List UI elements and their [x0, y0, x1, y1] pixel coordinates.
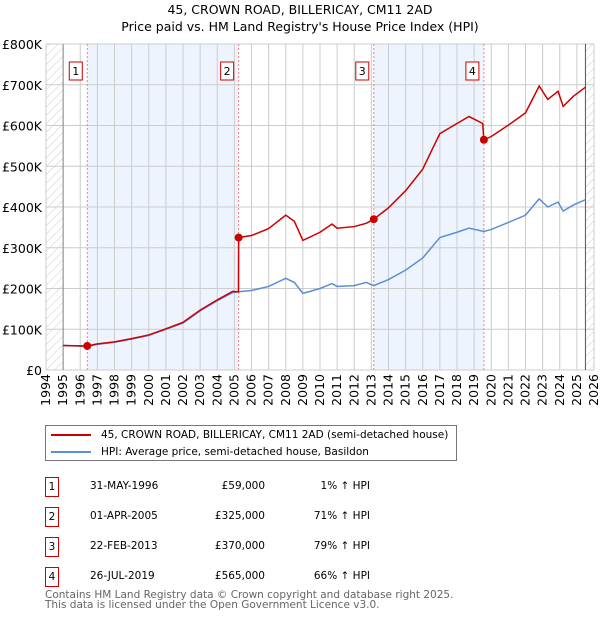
- y-tick-label: £500K: [2, 159, 43, 174]
- x-tick-label: 2013: [363, 374, 378, 406]
- sale-marker-number: 4: [45, 567, 59, 587]
- x-tick-label: 2002: [175, 374, 190, 406]
- property-price-line: [63, 84, 586, 347]
- x-tick-label: 1994: [38, 374, 53, 406]
- x-tick-label: 2022: [518, 374, 533, 406]
- y-tick-label: £600K: [2, 119, 43, 134]
- legend-label: HPI: Average price, semi-detached house,…: [101, 446, 369, 458]
- chart-title: 45, CROWN ROAD, BILLERICAY, CM11 2AD: [167, 2, 433, 17]
- x-tick-label: 2008: [278, 374, 293, 406]
- sale-label-box: [68, 61, 83, 81]
- legend-item-hpi: HPI: Average price, semi-detached house,…: [46, 444, 369, 460]
- x-tick-label: 2012: [346, 374, 361, 406]
- sale-point: [83, 341, 92, 350]
- x-tick-label: 2003: [192, 374, 207, 406]
- sale-date: 31-MAY-1996: [90, 480, 159, 492]
- x-tick-label: 2021: [500, 374, 515, 406]
- x-tick-label: 2000: [141, 374, 156, 406]
- x-tick-label: 1999: [124, 374, 139, 406]
- x-tick-label: 2026: [586, 374, 600, 406]
- x-tick-label: 2010: [312, 374, 327, 406]
- x-tick-label: 2024: [552, 374, 567, 406]
- sale-label: 2: [224, 65, 231, 78]
- x-tick-label: 2020: [483, 374, 498, 406]
- sale-point: [369, 215, 378, 224]
- sale-date: 22-FEB-2013: [90, 540, 158, 552]
- sale-price: £325,000: [214, 510, 265, 522]
- sale-date: 26-JUL-2019: [90, 570, 155, 582]
- sale-row: 4 26-JUL-2019 £565,000 66% ↑ HPI: [45, 567, 465, 587]
- legend-swatch: [51, 451, 91, 453]
- legend-label: 45, CROWN ROAD, BILLERICAY, CM11 2AD (se…: [101, 429, 449, 441]
- y-tick-label: £800K: [2, 37, 43, 52]
- sale-label: 1: [72, 65, 79, 78]
- x-tick-label: 2025: [569, 374, 584, 406]
- footer-line: This data is licensed under the Open Gov…: [45, 599, 380, 611]
- x-tick-label: 2009: [295, 374, 310, 406]
- x-tick-label: 2019: [466, 374, 481, 406]
- sale-point: [234, 233, 243, 242]
- y-tick-label: £0: [26, 363, 42, 378]
- sale-label-box: [465, 61, 480, 81]
- x-tick-label: 2005: [226, 374, 241, 406]
- sale-label: 3: [359, 65, 366, 78]
- y-tick-label: £300K: [2, 241, 43, 256]
- x-tick-label: 2014: [381, 374, 396, 406]
- sale-marker-number: 3: [45, 537, 59, 557]
- sale-hpi-diff: 1% ↑ HPI: [320, 480, 370, 492]
- sale-label-box: [355, 61, 370, 81]
- plot-area: £0 £100K £200K £300K £400K £500K £600K £700K £80…: [2, 37, 600, 406]
- x-tick-label: 2001: [158, 374, 173, 406]
- x-tick-label: 2023: [535, 374, 550, 406]
- sale-hpi-diff: 66% ↑ HPI: [313, 570, 370, 582]
- sale-hpi-diff: 71% ↑ HPI: [313, 510, 370, 522]
- y-tick-label: £400K: [2, 200, 43, 215]
- legend-item-property: 45, CROWN ROAD, BILLERICAY, CM11 2AD (se…: [46, 427, 448, 443]
- footer-line: Contains HM Land Registry data © Crown c…: [45, 589, 454, 601]
- sale-date: 01-APR-2005: [90, 510, 158, 522]
- sale-marker-number: 1: [45, 477, 59, 497]
- x-tick-label: 1997: [89, 374, 104, 406]
- sale-label-box: [220, 61, 235, 81]
- sale-price: £565,000: [214, 570, 265, 582]
- footer: Contains HM Land Registry data © Crown c…: [45, 589, 454, 611]
- x-tick-label: 2007: [261, 374, 276, 406]
- x-tick-label: 2004: [209, 374, 224, 406]
- x-tick-label: 2018: [449, 374, 464, 406]
- sale-price: £59,000: [221, 480, 265, 492]
- sale-point: [479, 135, 488, 144]
- x-tick-label: 2016: [415, 374, 430, 406]
- x-tick-label: 2015: [398, 374, 413, 406]
- y-tick-label: £200K: [2, 282, 43, 297]
- chart-subtitle: Price paid vs. HM Land Registry's House …: [121, 19, 479, 34]
- x-tick-label: 2006: [244, 374, 259, 406]
- y-tick-label: £100K: [2, 322, 43, 337]
- y-tick-label: £700K: [2, 78, 43, 93]
- sale-label: 4: [469, 65, 476, 78]
- sale-marker-number: 2: [45, 507, 59, 527]
- sale-row: 2 01-APR-2005 £325,000 71% ↑ HPI: [45, 507, 465, 527]
- sale-row: 3 22-FEB-2013 £370,000 79% ↑ HPI: [45, 537, 465, 557]
- x-tick-label: 2017: [432, 374, 447, 406]
- x-tick-label: 1995: [55, 374, 70, 406]
- sale-hpi-diff: 79% ↑ HPI: [313, 540, 370, 552]
- sale-row: 1 31-MAY-1996 £59,000 1% ↑ HPI: [45, 477, 465, 497]
- x-tick-label: 1996: [72, 374, 87, 406]
- sale-price: £370,000: [214, 540, 265, 552]
- legend: 45, CROWN ROAD, BILLERICAY, CM11 2AD (se…: [45, 425, 457, 461]
- x-tick-label: 2011: [329, 374, 344, 406]
- x-tick-label: 1998: [107, 374, 122, 406]
- legend-swatch: [51, 434, 91, 436]
